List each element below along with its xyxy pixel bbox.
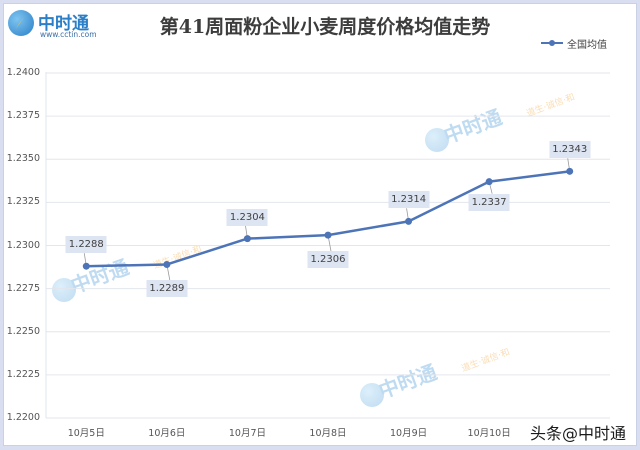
logo-name: 中时通 — [38, 14, 89, 34]
x-tick-label: 10月6日 — [148, 428, 186, 439]
data-point-marker — [405, 217, 413, 225]
data-point-marker — [485, 178, 493, 186]
data-value-label: 1.2306 — [307, 251, 349, 269]
x-tick-label: 10月8日 — [309, 428, 347, 439]
x-tick-label: 10月10日 — [467, 428, 511, 439]
data-point-marker — [324, 231, 332, 239]
x-tick-label: 10月7日 — [228, 428, 266, 439]
chart-frame — [3, 3, 637, 446]
watermark-globe-icon — [52, 278, 76, 302]
data-value-label: 1.2304 — [226, 208, 268, 226]
data-point-marker — [82, 262, 90, 270]
footer-watermark: 头条@中时通 — [528, 420, 629, 444]
y-tick-label: 1.2350 — [6, 153, 40, 165]
y-tick-label: 1.2225 — [6, 368, 40, 380]
x-tick-label: 10月9日 — [389, 428, 428, 439]
brand-logo: 中时通 www.cctin.com — [8, 8, 103, 40]
legend-line-marker-icon — [541, 40, 563, 46]
y-tick-label: 1.2250 — [6, 325, 40, 337]
legend-label: 全国均值 — [567, 39, 607, 51]
y-tick-label: 1.2200 — [6, 412, 40, 423]
data-point-marker — [243, 235, 251, 243]
data-value-label: 1.2288 — [65, 236, 107, 254]
y-tick-label: 1.2275 — [6, 282, 40, 294]
data-point-marker — [566, 167, 574, 175]
series-markers — [82, 167, 574, 270]
paper-plane-icon — [15, 16, 25, 30]
data-value-label: 1.2289 — [146, 280, 188, 298]
gridlines — [46, 72, 610, 419]
data-point-marker — [163, 260, 171, 268]
x-tick-label: 10月5日 — [67, 428, 105, 439]
data-value-label: 1.2343 — [549, 141, 591, 159]
chart-title: 第41周面粉企业小麦周度价格均值走势 — [159, 16, 491, 38]
logo-url: www.cctin.com — [40, 30, 97, 39]
y-tick-label: 1.2300 — [6, 239, 40, 251]
data-value-label: 1.2314 — [388, 191, 430, 209]
watermark-globe-icon — [360, 383, 384, 407]
chart-legend: 全国均值 — [541, 36, 607, 51]
y-tick-label: 1.2400 — [6, 67, 40, 78]
y-tick-label: 1.2375 — [6, 110, 40, 122]
y-tick-label: 1.2325 — [6, 196, 40, 208]
globe-icon — [8, 10, 34, 36]
data-value-label: 1.2337 — [468, 193, 510, 211]
watermark-globe-icon — [425, 128, 449, 152]
